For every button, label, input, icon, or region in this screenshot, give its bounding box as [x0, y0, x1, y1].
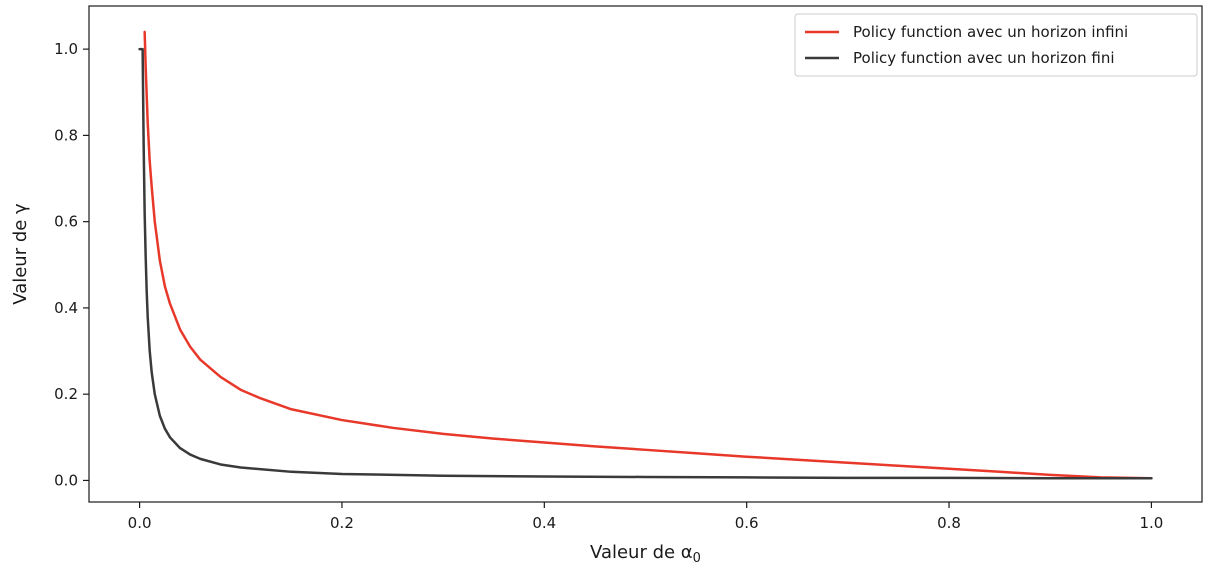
x-axis-label-subscript: 0 — [693, 551, 701, 566]
y-tick-label: 0.6 — [54, 213, 78, 231]
y-tick-label: 0.8 — [54, 126, 78, 144]
x-tick-label: 0.6 — [735, 514, 759, 532]
x-tick-label: 0.8 — [937, 514, 961, 532]
y-tick-label: 0.4 — [54, 299, 78, 317]
legend-label-infinite-horizon: Policy function avec un horizon infini — [853, 23, 1128, 41]
y-axis-label: Valeur de γ — [10, 203, 31, 305]
legend: Policy function avec un horizon infini P… — [794, 13, 1198, 77]
series-line-finite-horizon — [138, 47, 1153, 480]
y-tick-label: 1.0 — [54, 40, 78, 58]
x-tick-label: 0.2 — [330, 514, 354, 532]
x-tick-label: 0.4 — [532, 514, 556, 532]
x-axis-label: Valeur de α0 — [590, 542, 701, 566]
legend-label-finite-horizon: Policy function avec un horizon fini — [853, 49, 1115, 67]
series-layer — [138, 30, 1153, 480]
y-tick-label: 0.0 — [54, 471, 78, 489]
legend-box — [794, 13, 1198, 77]
x-tick-label: 0.0 — [128, 514, 152, 532]
y-tick-label: 0.2 — [54, 385, 78, 403]
x-tick-label: 1.0 — [1139, 514, 1163, 532]
x-axis-label-text: Valeur de α — [590, 542, 693, 563]
plot-frame — [88, 5, 1203, 503]
series-line-infinite-horizon — [143, 30, 1153, 480]
ticks-layer: 0.0 0.2 0.4 0.6 0.8 1.0 0.0 0.2 0.4 0.6 0.8 1.0 — [54, 40, 1163, 532]
